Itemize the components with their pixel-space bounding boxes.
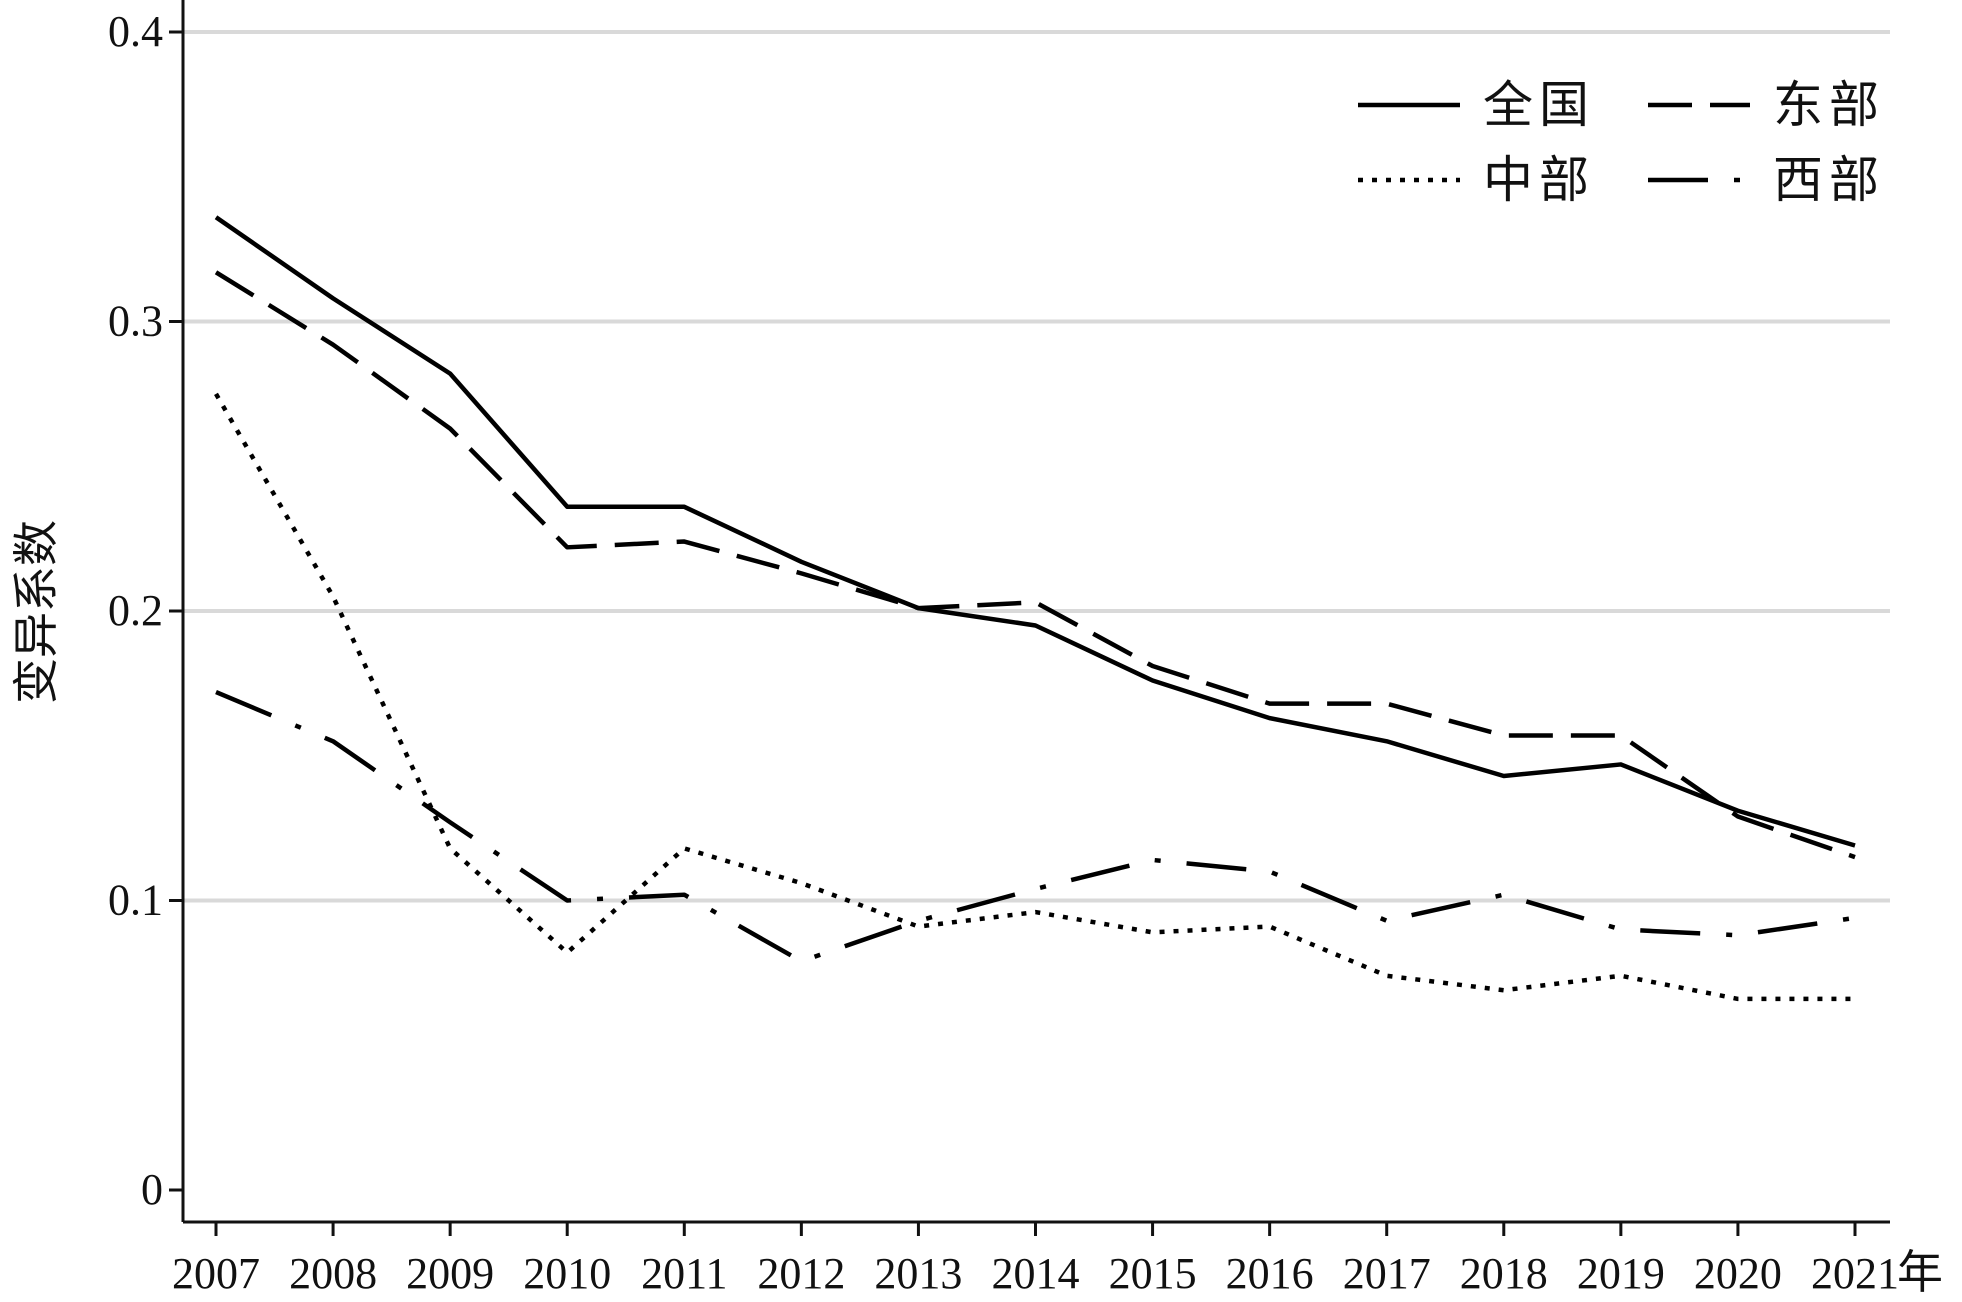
x-tick-label: 2012 — [757, 1249, 845, 1298]
x-tick-label: 2007 — [172, 1249, 260, 1298]
y-axis-label: 变异系数 — [9, 520, 63, 704]
x-tick-label: 2014 — [992, 1249, 1080, 1298]
x-ticks: 2007 2008 2009 2010 2011 2012 2013 2014 2015 2016… — [172, 1222, 1943, 1299]
legend-label-4: 西部 — [1773, 151, 1885, 209]
legend-label-1: 全国 — [1483, 76, 1595, 134]
series-line-4 — [215, 689, 1856, 964]
x-tick-label: 2008 — [289, 1249, 377, 1298]
x-tick-label: 2019 — [1577, 1249, 1665, 1298]
y-tick-label: 0.4 — [108, 7, 163, 56]
gridlines — [183, 30, 1890, 903]
x-tick-label: 2020 — [1694, 1249, 1782, 1298]
x-tick-label: 2018 — [1460, 1249, 1548, 1298]
x-tick-label: 2011 — [641, 1249, 727, 1298]
x-tick-label: 2015 — [1109, 1249, 1197, 1298]
series-line-2 — [214, 270, 1856, 860]
x-tick-label: 2016 — [1226, 1249, 1314, 1298]
y-tick-label: 0 — [141, 1165, 163, 1214]
series-line-1 — [214, 215, 1856, 848]
legend-label-3: 中部 — [1483, 151, 1595, 209]
x-axis-unit: 年 — [1897, 1245, 1943, 1299]
x-tick-label: 2010 — [523, 1249, 611, 1298]
x-tick-label: 2013 — [874, 1249, 962, 1298]
y-tick-label: 0.3 — [108, 297, 163, 346]
x-tick-label: 2009 — [406, 1249, 494, 1298]
y-ticks: 0 0.1 0.2 0.3 0.4 — [108, 7, 183, 1214]
x-tick-label: 2017 — [1343, 1249, 1431, 1298]
y-tick-label: 0.1 — [108, 876, 163, 925]
legend-label-2: 东部 — [1773, 76, 1885, 134]
y-tick-label: 0.2 — [108, 586, 163, 635]
series-line-3 — [214, 392, 1855, 1002]
x-tick-label: 2021 — [1811, 1249, 1899, 1298]
series-lines — [214, 215, 1856, 1002]
